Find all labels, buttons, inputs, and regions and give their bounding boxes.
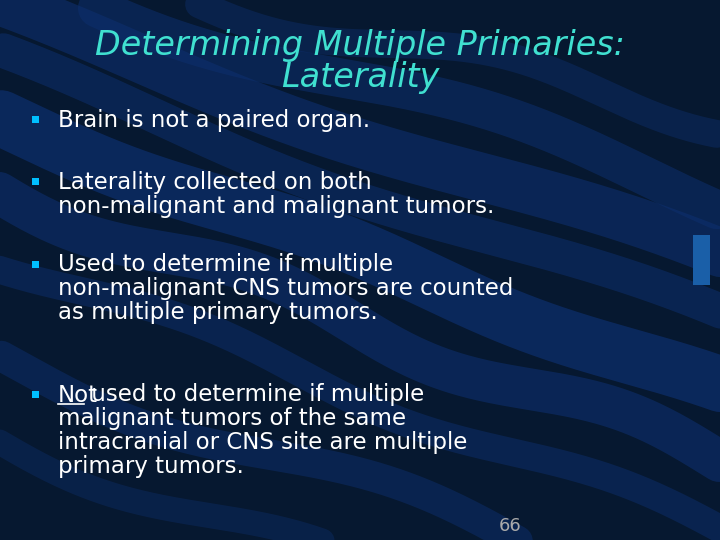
Bar: [32, 391, 39, 398]
Bar: [32, 116, 39, 123]
Text: intracranial or CNS site are multiple: intracranial or CNS site are multiple: [58, 431, 467, 455]
Text: as multiple primary tumors.: as multiple primary tumors.: [58, 301, 378, 325]
Text: 66: 66: [499, 517, 521, 535]
Bar: [693, 235, 710, 285]
Text: Laterality collected on both: Laterality collected on both: [58, 171, 372, 193]
Bar: [32, 178, 39, 185]
Text: non-malignant and malignant tumors.: non-malignant and malignant tumors.: [58, 194, 495, 218]
Text: Brain is not a paired organ.: Brain is not a paired organ.: [58, 109, 370, 132]
Bar: [32, 261, 39, 268]
Text: Not: Not: [58, 383, 98, 407]
Text: Laterality: Laterality: [281, 62, 439, 94]
Text: Used to determine if multiple: Used to determine if multiple: [58, 253, 393, 276]
Text: primary tumors.: primary tumors.: [58, 456, 244, 478]
Text: malignant tumors of the same: malignant tumors of the same: [58, 408, 406, 430]
Text: Determining Multiple Primaries:: Determining Multiple Primaries:: [95, 29, 625, 62]
Text: used to determine if multiple: used to determine if multiple: [84, 383, 424, 407]
Text: non-malignant CNS tumors are counted: non-malignant CNS tumors are counted: [58, 278, 513, 300]
